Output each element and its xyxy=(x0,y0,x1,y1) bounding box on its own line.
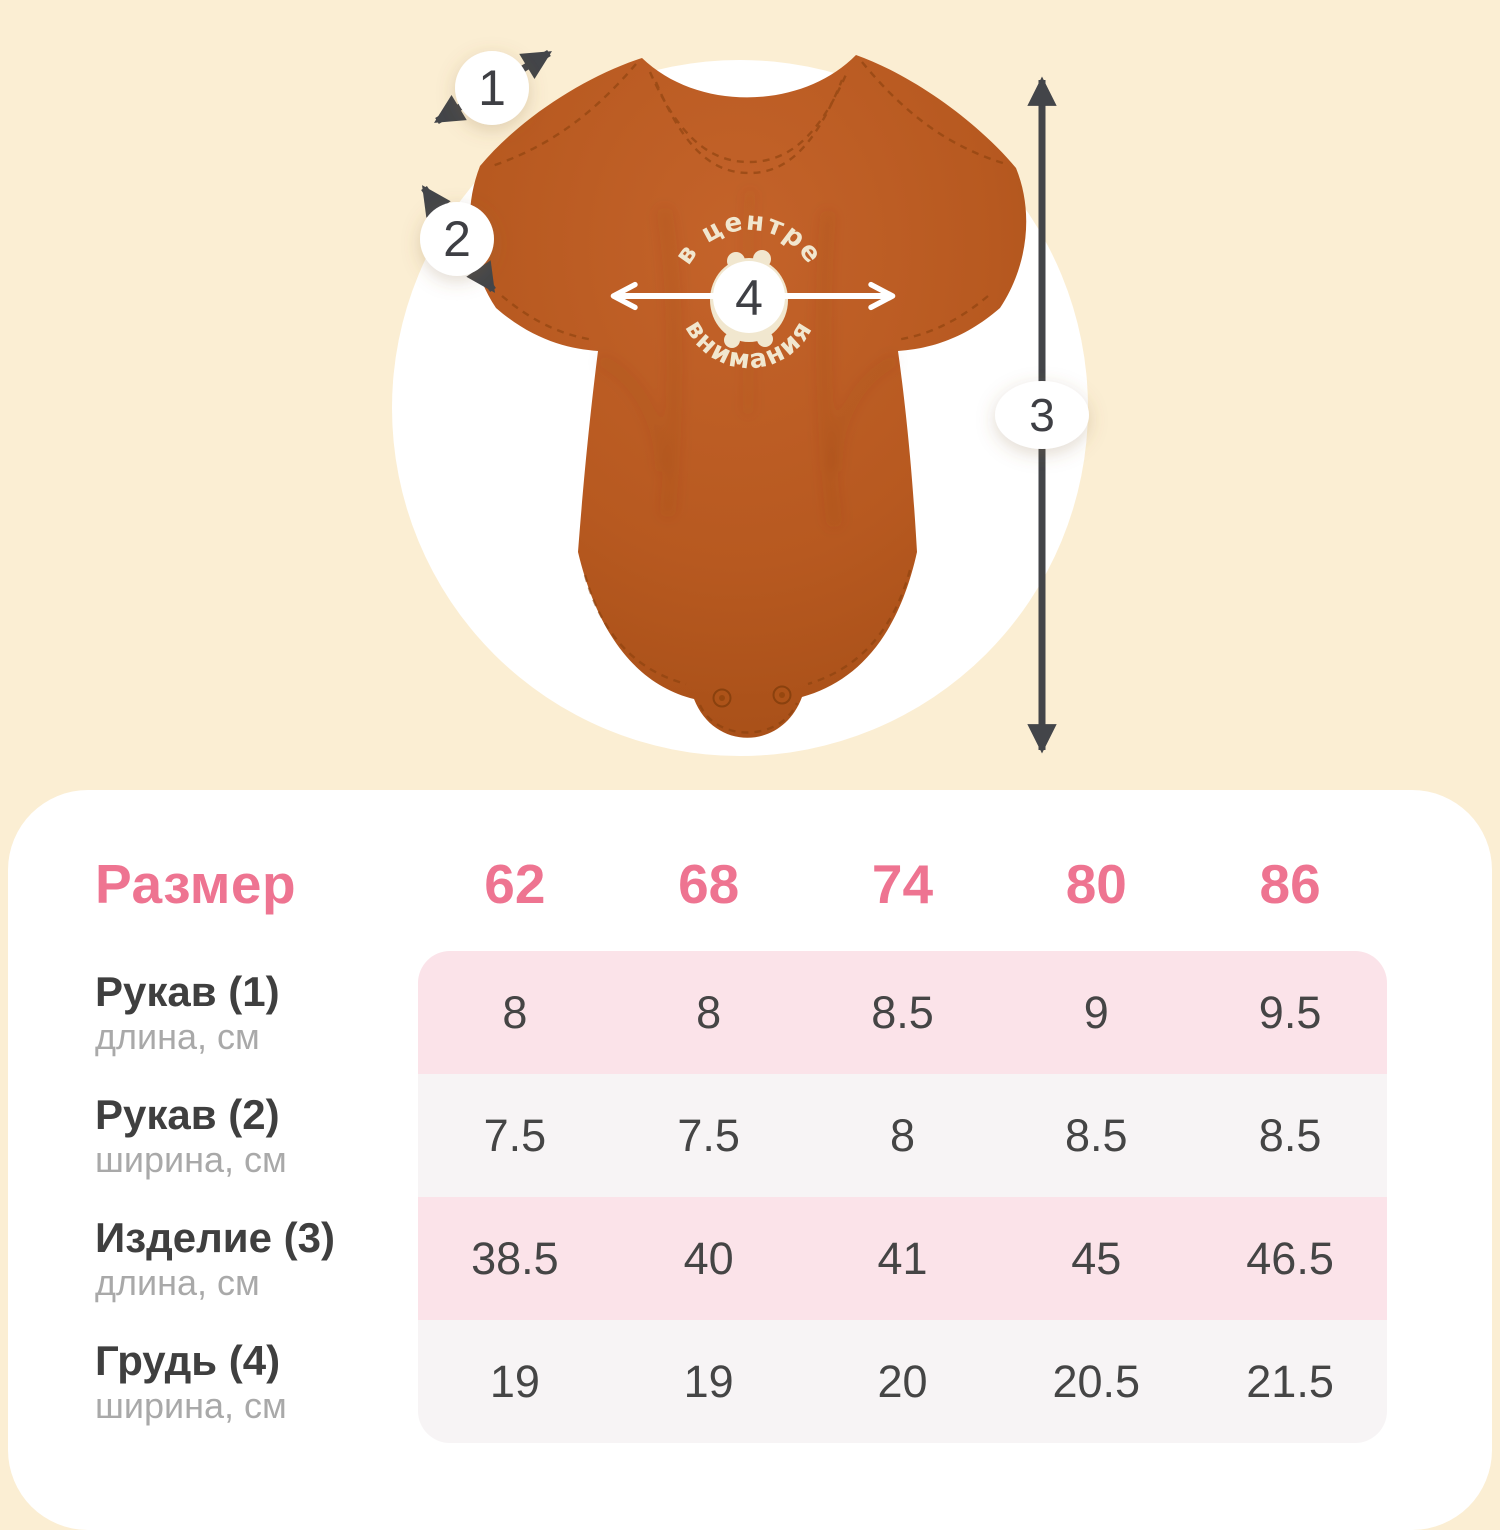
svg-text:3: 3 xyxy=(1029,389,1055,441)
value-stripe-band xyxy=(418,951,1387,1443)
marker-1: 1 xyxy=(455,51,529,125)
row-label-sleeve-length: Рукав (1) длина, см xyxy=(95,967,280,1057)
marker-4: 4 xyxy=(713,261,785,333)
svg-text:1: 1 xyxy=(478,60,506,116)
cell-value: 19 xyxy=(683,1355,734,1407)
cell-value: 19 xyxy=(489,1355,540,1407)
cell-value: 41 xyxy=(877,1232,928,1284)
svg-text:4: 4 xyxy=(735,270,763,326)
cell-value: 46.5 xyxy=(1246,1232,1334,1284)
size-column-86: 86 xyxy=(1259,853,1321,915)
row-label-garment-length: Изделие (3) длина, см xyxy=(95,1213,335,1303)
marker-2: 2 xyxy=(420,202,494,276)
table-row: 7.5 7.5 8 8.5 8.5 xyxy=(418,1074,1387,1197)
stripe-row-4 xyxy=(418,1320,1387,1443)
table-row: 8 8 8.5 9 9.5 xyxy=(418,951,1387,1074)
bodysuit-measurement-diagram: внимания в центре xyxy=(392,50,1089,756)
cell-value: 8.5 xyxy=(1065,1109,1128,1161)
row-label-sleeve-width: Рукав (2) ширина, см xyxy=(95,1090,287,1180)
table-row: 19 19 20 20.5 21.5 xyxy=(418,1320,1387,1443)
table-row: 38.5 40 41 45 46.5 xyxy=(418,1197,1387,1320)
cell-value: 9.5 xyxy=(1258,986,1322,1038)
size-column-80: 80 xyxy=(1065,853,1127,915)
cell-value: 8.5 xyxy=(1258,1109,1322,1161)
row-label-chest-width: Грудь (4) ширина, см xyxy=(95,1336,287,1426)
table-title: Размер xyxy=(95,853,297,915)
cell-value: 45 xyxy=(1071,1232,1122,1284)
cell-value: 20 xyxy=(877,1355,928,1407)
size-columns: 62 68 74 80 86 xyxy=(418,848,1387,920)
cell-value: 8 xyxy=(889,1109,915,1161)
table-header-row: Размер 62 68 74 80 86 xyxy=(8,848,1492,920)
stripe-row-3 xyxy=(418,1197,1387,1320)
cell-value: 8.5 xyxy=(871,986,934,1038)
size-column-74: 74 xyxy=(871,853,934,915)
cell-value: 7.5 xyxy=(483,1109,547,1161)
snap-buttons xyxy=(712,685,792,708)
stitching-seams xyxy=(491,61,1007,734)
size-column-68: 68 xyxy=(678,853,740,915)
size-table-card: Размер 62 68 74 80 86 Рукав (1) длина, с… xyxy=(8,790,1492,1530)
marker-3: 3 xyxy=(995,381,1089,449)
cell-value: 21.5 xyxy=(1246,1355,1334,1407)
measurement-markers: 1 2 3 4 xyxy=(420,51,1089,449)
cell-value: 20.5 xyxy=(1052,1355,1141,1407)
cell-value: 8 xyxy=(696,986,722,1038)
cell-value: 9 xyxy=(1083,986,1109,1038)
svg-text:2: 2 xyxy=(443,211,471,267)
cell-value: 38.5 xyxy=(471,1232,559,1284)
cell-value: 40 xyxy=(683,1232,734,1284)
stripe-row-2 xyxy=(418,1074,1387,1197)
cell-value: 7.5 xyxy=(677,1109,740,1161)
stripe-row-1 xyxy=(418,951,1387,1074)
cell-value: 8 xyxy=(502,986,528,1038)
size-column-62: 62 xyxy=(484,853,546,915)
